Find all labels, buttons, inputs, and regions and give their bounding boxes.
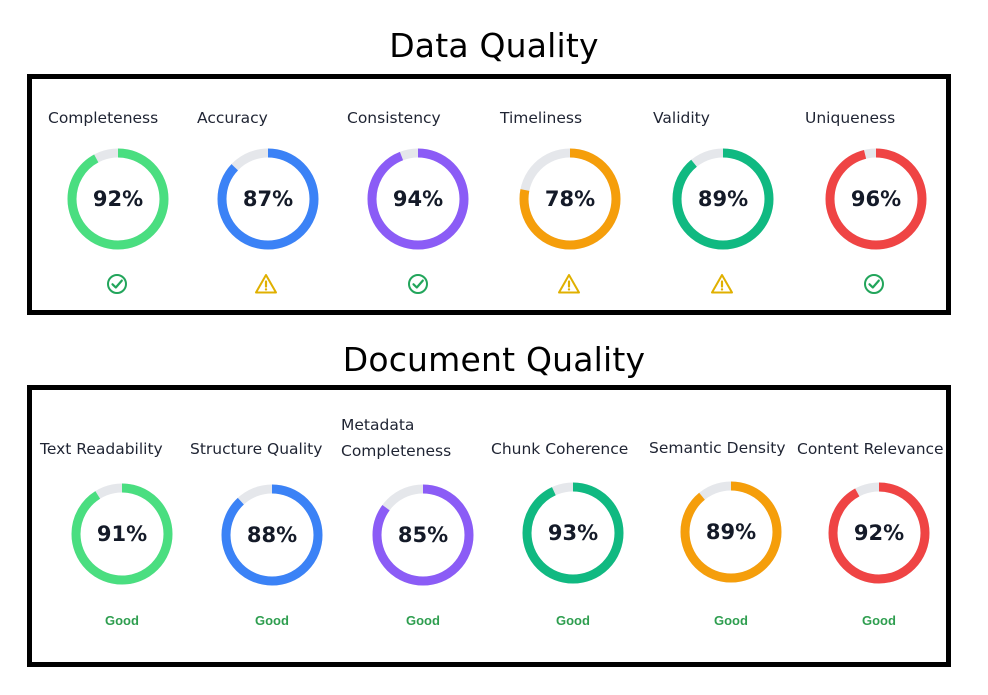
warning-icon bbox=[254, 272, 278, 296]
gauge-progress-arc bbox=[67, 148, 169, 250]
gauge-progress-arc bbox=[372, 484, 474, 586]
metric-label: Timeliness bbox=[500, 109, 583, 127]
check-circle-icon bbox=[105, 272, 129, 296]
gauge-ring bbox=[372, 484, 474, 586]
gauge-progress-arc bbox=[825, 148, 927, 250]
metric-gauge: 85% bbox=[368, 480, 478, 590]
metric-percentage: 92% bbox=[92, 187, 144, 211]
gauge-progress-arc bbox=[217, 148, 319, 250]
metric-label-line: Completeness bbox=[341, 442, 452, 460]
warning-icon bbox=[710, 272, 734, 296]
gauge-progress-arc bbox=[519, 148, 621, 250]
metric-gauge: 96% bbox=[821, 144, 931, 254]
metric-percentage: 85% bbox=[397, 523, 449, 547]
metric-label-line: Metadata bbox=[341, 416, 415, 434]
gauge-progress-arc bbox=[221, 484, 323, 586]
gauge-ring bbox=[217, 148, 319, 250]
metric-label: Content Relevance bbox=[797, 440, 944, 458]
status-label: Good bbox=[406, 613, 440, 628]
gauge-progress-arc bbox=[680, 481, 782, 583]
metric-label: Metadata Completeness bbox=[341, 412, 451, 464]
warning-icon bbox=[557, 272, 581, 296]
metric-percentage: 94% bbox=[392, 187, 444, 211]
gauge-ring bbox=[828, 482, 930, 584]
metric-gauge: 88% bbox=[217, 480, 327, 590]
metric-label: Chunk Coherence bbox=[491, 440, 629, 458]
metric-gauge: 89% bbox=[676, 477, 786, 587]
gauge-progress-arc bbox=[367, 148, 469, 250]
metric-percentage: 93% bbox=[547, 521, 599, 545]
metric-label: Consistency bbox=[347, 109, 441, 127]
document-quality-title: Document Quality bbox=[342, 340, 646, 379]
gauge-progress-arc bbox=[672, 148, 774, 250]
metric-percentage: 89% bbox=[697, 187, 749, 211]
document-quality-panel: Text Readability 91% Good Structure Quality… bbox=[27, 385, 951, 667]
metric-label: Text Readability bbox=[40, 440, 163, 458]
check-circle-icon bbox=[862, 272, 886, 296]
metric-gauge: 87% bbox=[213, 144, 323, 254]
metric-gauge: 78% bbox=[515, 144, 625, 254]
gauge-ring bbox=[672, 148, 774, 250]
metric-label: Uniqueness bbox=[805, 109, 896, 127]
metric-gauge: 91% bbox=[67, 479, 177, 589]
metric-gauge: 94% bbox=[363, 144, 473, 254]
data-quality-title: Data Quality bbox=[389, 26, 599, 65]
metric-percentage: 88% bbox=[246, 523, 298, 547]
gauge-progress-arc bbox=[522, 482, 624, 584]
gauge-ring bbox=[519, 148, 621, 250]
gauge-ring bbox=[71, 483, 173, 585]
metric-gauge: 92% bbox=[824, 478, 934, 588]
check-circle-icon bbox=[406, 272, 430, 296]
gauge-progress-arc bbox=[828, 482, 930, 584]
metric-gauge: 93% bbox=[518, 478, 628, 588]
status-label: Good bbox=[714, 613, 748, 628]
gauge-ring bbox=[67, 148, 169, 250]
metric-percentage: 89% bbox=[705, 520, 757, 544]
metric-percentage: 92% bbox=[853, 521, 905, 545]
metric-label: Validity bbox=[653, 109, 710, 127]
gauge-ring bbox=[522, 482, 624, 584]
gauge-ring bbox=[680, 481, 782, 583]
data-quality-panel: Completeness 92% Accuracy 87% Consistency 94%… bbox=[27, 74, 951, 315]
gauge-ring bbox=[367, 148, 469, 250]
metric-gauge: 89% bbox=[668, 144, 778, 254]
metric-label: Semantic Density bbox=[649, 439, 786, 457]
metric-gauge: 92% bbox=[63, 144, 173, 254]
status-label: Good bbox=[255, 613, 289, 628]
metric-percentage: 87% bbox=[242, 187, 294, 211]
metric-label: Structure Quality bbox=[190, 440, 323, 458]
metric-label: Completeness bbox=[48, 109, 159, 127]
gauge-ring bbox=[825, 148, 927, 250]
metric-percentage: 96% bbox=[850, 187, 902, 211]
gauge-progress-arc bbox=[71, 483, 173, 585]
gauge-ring bbox=[221, 484, 323, 586]
metric-percentage: 78% bbox=[544, 187, 596, 211]
status-label: Good bbox=[862, 613, 896, 628]
metric-percentage: 91% bbox=[96, 522, 148, 546]
status-label: Good bbox=[556, 613, 590, 628]
status-label: Good bbox=[105, 613, 139, 628]
metric-label: Accuracy bbox=[197, 109, 268, 127]
